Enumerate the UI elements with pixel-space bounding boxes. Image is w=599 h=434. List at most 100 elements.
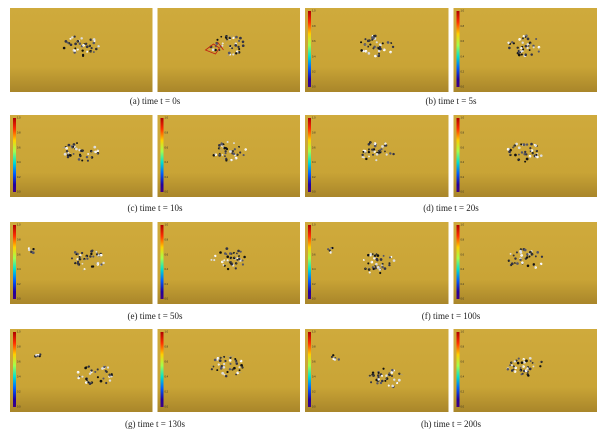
particle — [237, 46, 239, 48]
particle — [243, 154, 245, 156]
particle — [384, 380, 386, 382]
particle — [532, 365, 534, 367]
colorbar-tick: 0.8 — [17, 238, 21, 241]
particle — [97, 150, 99, 152]
particle — [225, 152, 227, 154]
colorbar-tick: 0.2 — [165, 391, 169, 394]
particle — [530, 143, 533, 146]
particle — [216, 369, 218, 371]
particle — [71, 257, 73, 259]
particle — [68, 144, 71, 147]
particle — [380, 382, 382, 384]
particle — [91, 249, 93, 251]
particle — [533, 46, 535, 48]
panel: 1.00.80.60.40.20.01.00.80.60.40.20.0(c) … — [10, 115, 300, 213]
particle — [519, 250, 522, 253]
particle — [76, 142, 78, 144]
particle — [94, 371, 96, 373]
particle — [540, 154, 543, 157]
particle — [533, 263, 535, 265]
sub-image — [454, 8, 598, 92]
colorbar-tick: 0.6 — [312, 253, 316, 256]
particle — [520, 367, 522, 369]
particle — [231, 47, 233, 49]
figure: (a) time t = 0s1.00.80.60.40.20.01.00.80… — [0, 0, 599, 434]
particle — [511, 369, 514, 372]
particle — [375, 159, 377, 161]
particle — [213, 259, 215, 261]
particle — [224, 155, 226, 157]
particle — [529, 147, 531, 149]
sub-image — [158, 8, 301, 92]
colorbar-tick: 0.4 — [312, 55, 316, 58]
particle — [364, 38, 366, 40]
colorbar-tick: 0.2 — [17, 283, 21, 286]
particle — [220, 367, 223, 370]
particle — [89, 255, 91, 257]
particle — [521, 151, 523, 153]
particle — [109, 379, 111, 381]
particle — [338, 358, 340, 360]
colorbar-tick: 0.2 — [312, 391, 316, 394]
particle — [222, 154, 224, 156]
colorbar-tick: 0.2 — [17, 391, 21, 394]
particle — [379, 272, 381, 274]
colorbar-tick: 0.4 — [165, 268, 169, 271]
particle — [379, 268, 382, 271]
particle — [398, 379, 401, 382]
particle — [538, 46, 541, 49]
particle — [79, 376, 81, 378]
particle — [376, 41, 378, 43]
particle — [235, 52, 237, 54]
colorbar — [13, 332, 16, 407]
particle — [220, 143, 223, 146]
particle — [372, 154, 374, 156]
sub-image — [10, 222, 153, 304]
particle — [536, 154, 538, 156]
particle — [384, 267, 387, 270]
particle — [214, 359, 217, 362]
particle — [236, 259, 238, 261]
particle — [216, 39, 218, 41]
particle — [78, 158, 81, 161]
colorbar-tick: 0.6 — [312, 40, 316, 43]
particle — [220, 36, 222, 38]
particle — [93, 42, 96, 45]
particle — [527, 265, 530, 268]
particle — [520, 143, 522, 145]
particle — [389, 256, 391, 258]
particle — [81, 50, 83, 52]
particle — [511, 41, 513, 43]
particle — [77, 371, 80, 374]
colorbar-tick: 0.2 — [312, 283, 316, 286]
particle — [226, 255, 229, 258]
particle — [509, 364, 511, 366]
particle — [63, 47, 66, 50]
colorbar-tick: 1.0 — [312, 10, 316, 13]
colorbar-tick: 0.8 — [17, 131, 21, 134]
particle — [91, 265, 93, 267]
caption: (h) time t = 200s — [421, 419, 482, 429]
particle — [80, 37, 82, 39]
particle — [532, 362, 534, 364]
colorbar — [161, 225, 164, 299]
particle — [536, 251, 539, 254]
particle — [522, 365, 525, 368]
colorbar-tick: 0.0 — [312, 86, 316, 89]
particle — [66, 42, 68, 44]
particle — [518, 154, 520, 156]
colorbar-tick: 0.0 — [17, 406, 21, 409]
particle — [235, 36, 238, 39]
colorbar-tick: 0.8 — [312, 346, 316, 349]
particle — [71, 36, 73, 38]
particle — [380, 44, 382, 46]
sub-image — [158, 115, 301, 197]
particle — [233, 153, 236, 156]
particle — [234, 44, 237, 47]
particle — [380, 258, 383, 261]
colorbar-tick: 0.8 — [461, 25, 465, 28]
colorbar — [308, 332, 311, 407]
particle — [393, 259, 396, 262]
particle — [373, 46, 375, 48]
particle — [385, 374, 387, 376]
